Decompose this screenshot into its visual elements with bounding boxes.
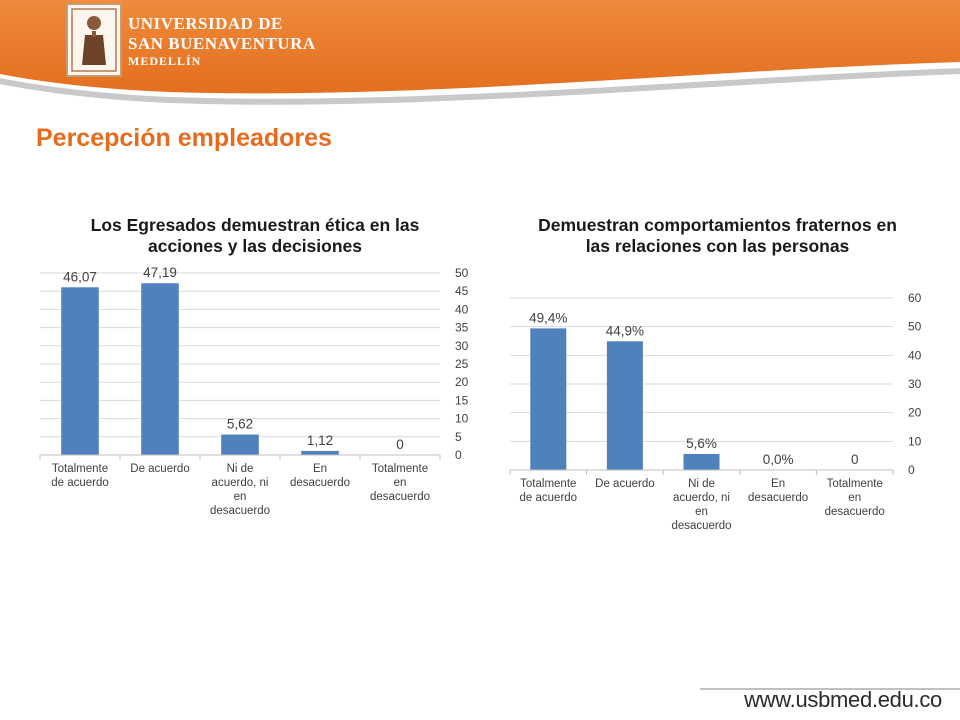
chart2-data-label: 44,9% — [606, 323, 644, 338]
chart1-bar — [301, 450, 339, 455]
chart1-ytick-label: 45 — [455, 284, 469, 298]
chart2-bar — [683, 453, 720, 470]
chart1-ytick-label: 25 — [455, 357, 469, 371]
chart1-category-label: en — [234, 491, 247, 503]
chart1-data-label: 5,62 — [227, 417, 253, 432]
chart2-ytick-label: 50 — [908, 320, 922, 334]
chart2-ytick-label: 20 — [908, 406, 922, 420]
chart2-category-label: Totalmente — [520, 478, 576, 490]
chart2-category-label: desacuerdo — [671, 520, 731, 532]
chart1-bar — [61, 287, 99, 455]
chart1-category-label: Totalmente — [52, 463, 108, 475]
chart1-category-label: De acuerdo — [130, 463, 189, 475]
chart1-ytick-label: 30 — [455, 339, 469, 353]
chart2-data-label: 49,4% — [529, 310, 567, 325]
chart1-ytick-label: 20 — [455, 375, 469, 389]
chart2-category-label: Totalmente — [827, 478, 883, 490]
chart1-category-label: desacuerdo — [290, 477, 350, 489]
chart2-ytick-label: 0 — [908, 463, 915, 477]
chart2-category-label: De acuerdo — [595, 478, 654, 490]
footer-divider — [700, 688, 960, 690]
chart2-category-label: en — [695, 506, 708, 518]
university-line-2: SAN BUENAVENTURA — [128, 34, 316, 53]
chart2-bar — [606, 341, 643, 470]
footer-url: www.usbmed.edu.co — [744, 687, 942, 712]
chart1-category-label: acuerdo, ni — [212, 477, 269, 489]
chart1-category-label: En — [313, 463, 327, 475]
chart1-title: Los Egresados demuestran ética en las ac… — [90, 215, 420, 256]
chart1-ytick-label: 15 — [455, 393, 469, 407]
chart2-ytick-label: 60 — [908, 291, 922, 305]
university-line-1: UNIVERSIDAD DE — [128, 14, 283, 33]
chart2-data-label: 5,6% — [686, 436, 717, 451]
university-line-3: MEDELLÍN — [128, 54, 202, 68]
chart2-ytick-label: 40 — [908, 348, 922, 362]
chart1-category-label: Totalmente — [372, 463, 428, 475]
chart2-data-label: 0,0% — [763, 452, 794, 467]
chart2-category-label: Ni de — [688, 478, 715, 490]
chart2-data-label: 0 — [851, 452, 859, 467]
chart1-category-label: de acuerdo — [51, 477, 109, 489]
chart1-category-label: en — [394, 477, 407, 489]
chart1-ytick-label: 50 — [455, 266, 469, 280]
chart1-category-label: desacuerdo — [210, 505, 270, 517]
chart1-data-label: 47,19 — [143, 265, 177, 280]
chart2-category-label: desacuerdo — [825, 506, 885, 518]
chart1-data-label: 0 — [396, 437, 404, 452]
chart2-category-label: acuerdo, ni — [673, 492, 730, 504]
university-name: UNIVERSIDAD DE SAN BUENAVENTURA MEDELLÍN — [128, 14, 316, 69]
chart1-ytick-label: 40 — [455, 302, 469, 316]
chart1-ytick-label: 10 — [455, 412, 469, 426]
chart2-ytick-label: 30 — [908, 377, 922, 391]
chart2-category-label: de acuerdo — [520, 492, 578, 504]
chart2-category-label: desacuerdo — [748, 492, 808, 504]
chart2-bar — [530, 328, 567, 470]
page-title: Percepción empleadores — [36, 124, 332, 152]
university-crest-logo — [66, 3, 122, 77]
chart2-ytick-label: 10 — [908, 434, 922, 448]
chart1-bar — [221, 434, 259, 455]
chart1-ytick-label: 5 — [455, 430, 462, 444]
chart1-category-label: Ni de — [227, 463, 254, 475]
chart2-title: Demuestran comportamientos fraternos en … — [538, 215, 897, 256]
chart1-data-label: 1,12 — [307, 433, 333, 448]
chart2-category-label: En — [771, 478, 785, 490]
chart1-data-label: 46,07 — [63, 269, 97, 284]
chart1-category-label: desacuerdo — [370, 491, 430, 503]
header-banner — [0, 0, 960, 105]
chart1-ytick-label: 0 — [455, 448, 462, 462]
chart2-category-label: en — [848, 492, 861, 504]
chart1-ytick-label: 35 — [455, 321, 469, 335]
chart1-bar — [141, 283, 179, 455]
